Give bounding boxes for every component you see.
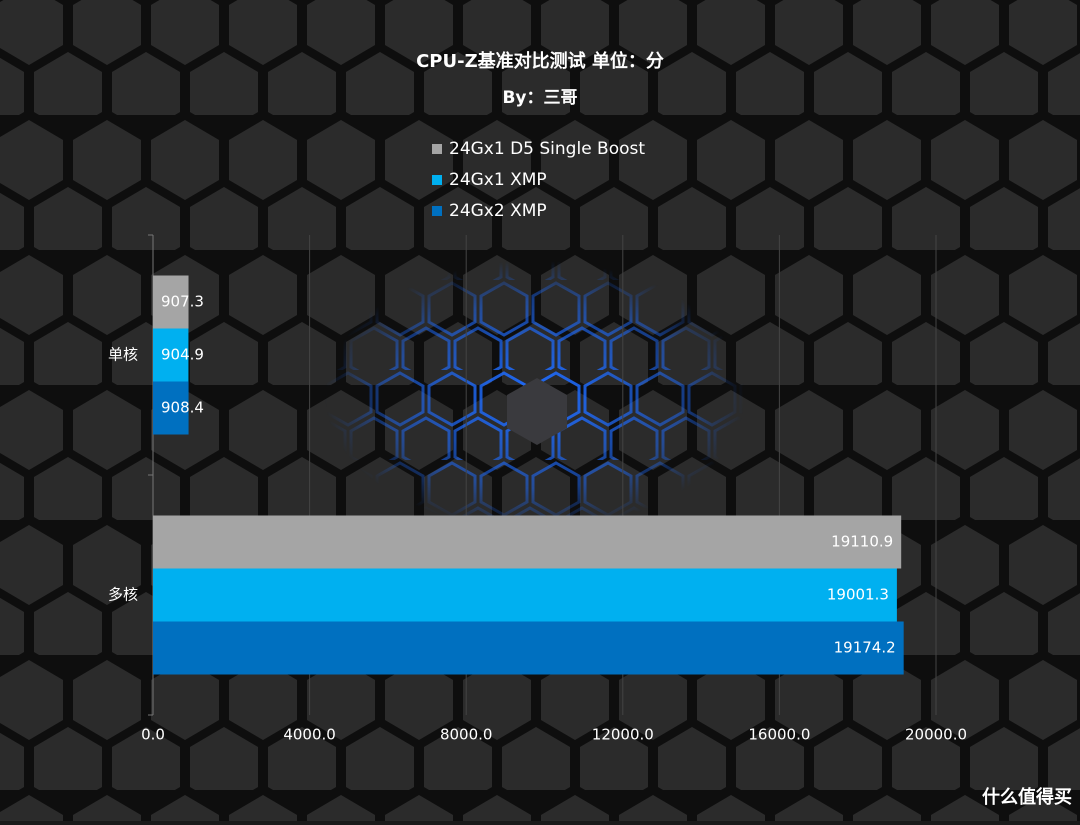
data-label: 19174.2: [834, 639, 896, 657]
bar: [153, 328, 189, 382]
legend-swatch: [432, 175, 442, 185]
legend-swatch: [432, 144, 442, 154]
legend-label: 24Gx2 XMP: [449, 201, 547, 221]
x-tick-label: 16000.0: [748, 726, 810, 744]
data-label: 19001.3: [827, 586, 889, 604]
bar: [153, 568, 897, 622]
chart-title: CPU-Z基准对比测试 单位：分: [416, 50, 664, 72]
data-label: 908.4: [161, 399, 204, 417]
data-label: 907.3: [161, 293, 204, 311]
x-tick-label: 4000.0: [283, 726, 336, 744]
watermark: 什么值得买: [982, 786, 1072, 808]
bar: [153, 621, 904, 675]
y-tick-label: 多核: [108, 586, 138, 604]
data-label: 19110.9: [831, 533, 893, 551]
background-hex: [507, 378, 567, 445]
bar: [153, 381, 189, 435]
data-label: 904.9: [161, 346, 204, 364]
legend-label: 24Gx1 D5 Single Boost: [449, 139, 645, 159]
bar: [153, 515, 902, 569]
x-tick-label: 12000.0: [592, 726, 654, 744]
bar: [153, 275, 189, 329]
legend-swatch: [432, 206, 442, 216]
chart-subtitle: By：三哥: [502, 88, 577, 108]
y-tick-label: 单核: [108, 346, 138, 364]
x-tick-label: 0.0: [141, 726, 165, 744]
x-tick-label: 20000.0: [905, 726, 967, 744]
legend-label: 24Gx1 XMP: [449, 170, 547, 190]
x-tick-label: 8000.0: [440, 726, 493, 744]
